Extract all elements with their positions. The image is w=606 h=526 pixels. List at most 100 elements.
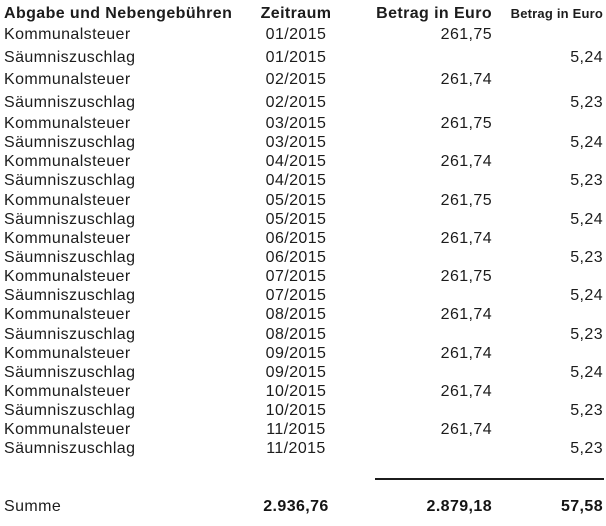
period-cell: 07/2015 [265, 268, 327, 286]
period-cell: 06/2015 [265, 229, 327, 247]
amount-col2-cell: 5,24 [570, 363, 603, 381]
amount-col1-cell [356, 171, 492, 190]
table-row: Kommunalsteuer 10/2015 261,74 [0, 382, 606, 401]
period-cell: 09/2015 [265, 363, 327, 381]
header-fee-type: Abgabe und Nebengebühren [4, 5, 233, 22]
fee-type-cell: Kommunalsteuer [4, 268, 131, 286]
table-row: Säumniszuschlag 10/2015 5,23 [0, 401, 606, 420]
table-row: Kommunalsteuer 11/2015 261,74 [0, 420, 606, 439]
period-cell: 02/2015 [265, 93, 327, 111]
amount-col2-cell: 5,24 [570, 134, 603, 152]
summary-label: Summe [4, 498, 62, 515]
summary-col1-total: 2.879,18 [426, 498, 492, 515]
table-row: Kommunalsteuer 06/2015 261,74 [0, 229, 606, 248]
amount-col1-cell: 261,74 [440, 153, 492, 171]
amount-col1-cell: 261,74 [440, 382, 492, 400]
period-cell: 04/2015 [265, 172, 327, 190]
table-row: Kommunalsteuer 04/2015 261,74 [0, 152, 606, 171]
amount-col1-cell: 261,74 [440, 71, 492, 88]
amount-col2-cell [492, 382, 603, 401]
fee-type-cell: Säumniszuschlag [4, 287, 136, 305]
period-cell: 01/2015 [265, 26, 327, 43]
fee-type-cell: Säumniszuschlag [4, 93, 136, 111]
amount-col1-cell: 261,75 [440, 26, 492, 43]
amount-col2-cell [492, 305, 603, 324]
fee-type-cell: Kommunalsteuer [4, 344, 131, 362]
amount-col1-cell [356, 439, 492, 458]
fee-type-cell: Kommunalsteuer [4, 306, 131, 324]
amount-col1-cell [356, 133, 492, 152]
amount-col1-cell [356, 47, 492, 70]
header-betrag-col1: Betrag in Euro [376, 5, 492, 22]
period-cell: 11/2015 [266, 440, 326, 458]
summary-col2-total: 57,58 [560, 498, 603, 515]
period-cell: 05/2015 [265, 210, 327, 228]
period-cell: 04/2015 [265, 153, 327, 171]
period-cell: 02/2015 [265, 71, 327, 88]
fee-type-cell: Kommunalsteuer [4, 115, 131, 132]
amount-col2-cell [492, 114, 603, 133]
table-row: Säumniszuschlag 05/2015 5,24 [0, 210, 606, 229]
fee-type-cell: Säumniszuschlag [4, 402, 136, 420]
period-cell: 10/2015 [265, 382, 327, 400]
fee-type-cell: Säumniszuschlag [4, 248, 136, 266]
amount-col1-cell [356, 210, 492, 229]
table-row: Kommunalsteuer 08/2015 261,74 [0, 305, 606, 324]
period-cell: 07/2015 [265, 287, 327, 305]
fee-type-cell: Kommunalsteuer [4, 421, 131, 439]
table-row: Kommunalsteuer 09/2015 261,74 [0, 344, 606, 363]
amount-col2-cell: 5,23 [570, 440, 603, 458]
table-row: Kommunalsteuer 02/2015 261,74 [0, 69, 606, 92]
amount-col2-cell [492, 267, 603, 286]
table-row: Säumniszuschlag 09/2015 5,24 [0, 363, 606, 382]
summary-row: Summe 2.936,76 2.879,18 57,58 [0, 497, 606, 517]
amount-col1-cell [356, 92, 492, 115]
table-header-row: Abgabe und Nebengebühren Zeitraum Betrag… [0, 4, 606, 24]
amount-col1-cell: 261,75 [440, 191, 492, 209]
amount-col1-cell [356, 286, 492, 305]
period-cell: 03/2015 [265, 115, 327, 132]
fee-type-cell: Kommunalsteuer [4, 26, 131, 43]
amount-col1-cell: 261,75 [440, 268, 492, 286]
period-cell: 08/2015 [265, 325, 327, 343]
period-cell: 06/2015 [265, 248, 327, 266]
fee-type-cell: Säumniszuschlag [4, 440, 136, 458]
period-cell: 10/2015 [265, 402, 327, 420]
period-cell: 09/2015 [265, 344, 327, 362]
amount-col2-cell [492, 420, 603, 439]
fee-type-cell: Säumniszuschlag [4, 363, 136, 381]
amount-col2-cell: 5,23 [570, 402, 603, 420]
period-cell: 05/2015 [265, 191, 327, 209]
amount-col2-cell [492, 24, 603, 47]
period-cell: 03/2015 [265, 134, 327, 152]
table-row: Säumniszuschlag 07/2015 5,24 [0, 286, 606, 305]
amount-col1-cell: 261,74 [440, 421, 492, 439]
fee-type-cell: Kommunalsteuer [4, 382, 131, 400]
fee-type-cell: Säumniszuschlag [4, 48, 136, 66]
amount-col1-cell [356, 363, 492, 382]
amount-col2-cell: 5,23 [570, 172, 603, 190]
summary-grand-total: 2.936,76 [263, 498, 329, 515]
amount-col1-cell: 261,74 [440, 229, 492, 247]
table-row: Säumniszuschlag 04/2015 5,23 [0, 171, 606, 190]
fee-type-cell: Kommunalsteuer [4, 71, 131, 88]
period-cell: 08/2015 [265, 306, 327, 324]
fee-type-cell: Kommunalsteuer [4, 229, 131, 247]
header-betrag-col2: Betrag in Euro [510, 6, 603, 21]
amount-col2-cell: 5,24 [570, 210, 603, 228]
table-row: Kommunalsteuer 01/2015 261,75 [0, 24, 606, 47]
amount-col2-cell [492, 344, 603, 363]
table-row: Kommunalsteuer 03/2015 261,75 [0, 114, 606, 133]
amount-col2-cell [492, 191, 603, 210]
header-zeitraum: Zeitraum [260, 5, 332, 22]
period-cell: 11/2015 [266, 421, 326, 439]
amount-col2-cell: 5,23 [570, 325, 603, 343]
table-row: Säumniszuschlag 02/2015 5,23 [0, 92, 606, 115]
amount-col1-cell [356, 248, 492, 267]
amount-col1-cell: 261,75 [440, 115, 492, 132]
summary-divider-line [375, 478, 604, 480]
amount-col1-cell: 261,74 [440, 306, 492, 324]
table-row: Säumniszuschlag 08/2015 5,23 [0, 325, 606, 344]
table-row: Kommunalsteuer 07/2015 261,75 [0, 267, 606, 286]
